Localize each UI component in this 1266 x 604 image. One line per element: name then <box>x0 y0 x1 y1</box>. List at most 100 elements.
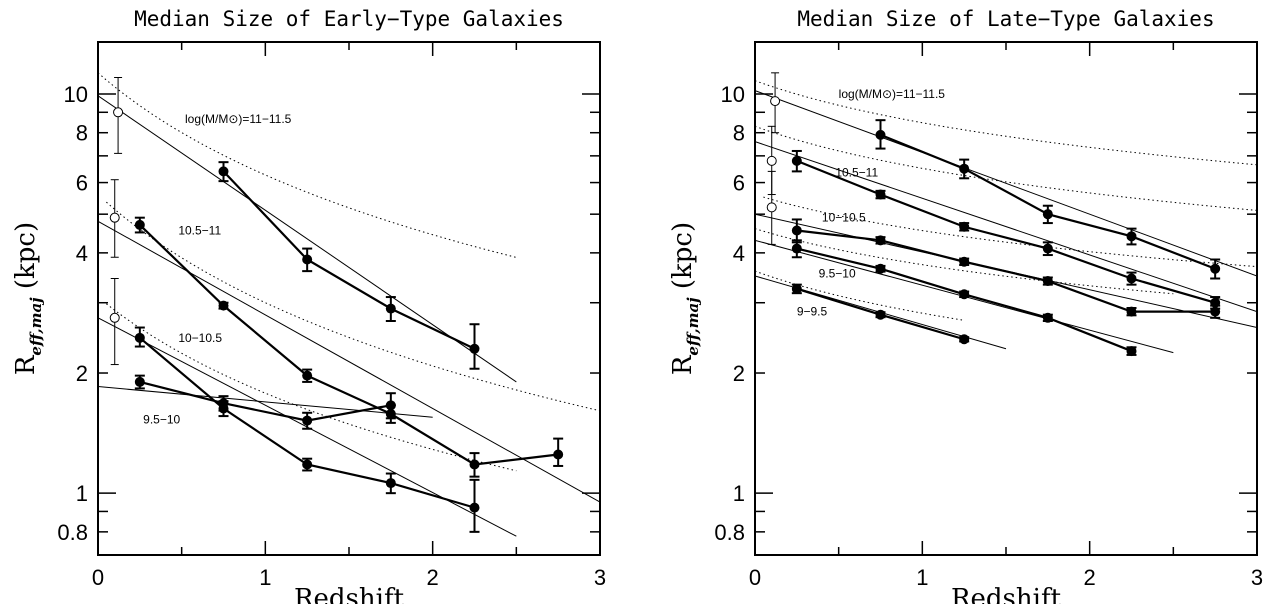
data-line <box>796 229 1216 313</box>
series-4 <box>755 228 1174 357</box>
data-point <box>875 263 886 274</box>
y-tick-label: 1 <box>76 481 88 506</box>
fit-curve-dotted <box>755 228 1174 295</box>
data-point <box>302 254 313 265</box>
x-axis-label: Redshift <box>951 584 1062 604</box>
y-axis-label: Reff,maj (kpc) <box>11 222 45 375</box>
open-data-point <box>109 212 120 223</box>
open-data-point <box>113 107 124 118</box>
x-tick-label: 0 <box>749 565 761 590</box>
plot-area <box>98 72 600 537</box>
series-annotation: 10−10.5 <box>822 211 866 225</box>
series-annotation: 9.5−10 <box>143 412 180 426</box>
data-point <box>1126 273 1137 284</box>
fit-curve-dotted <box>106 201 600 412</box>
data-point <box>875 129 886 140</box>
chart-title: Median Size of Late−Type Galaxies <box>797 7 1214 31</box>
series-annotation: log(M/M⊙)=11−11.5 <box>839 87 946 101</box>
data-line <box>139 224 559 466</box>
series-4 <box>98 374 433 430</box>
y-tick-label: 8 <box>733 121 745 146</box>
series-annotation: 10−10.5 <box>178 331 222 345</box>
data-point <box>1126 346 1137 357</box>
x-tick-label: 1 <box>259 565 271 590</box>
fit-line <box>755 141 1257 313</box>
y-tick-label: 8 <box>76 121 88 146</box>
data-point <box>875 235 886 246</box>
data-point <box>385 478 396 489</box>
data-point <box>875 309 886 320</box>
data-point <box>1210 306 1221 317</box>
data-point <box>1042 209 1053 220</box>
data-point <box>875 189 886 200</box>
fit-curve-dotted <box>755 125 1257 211</box>
x-tick-label: 2 <box>1084 565 1096 590</box>
fit-line <box>98 220 600 503</box>
data-point <box>1042 243 1053 254</box>
series-5 <box>755 270 1007 350</box>
data-point <box>302 415 313 426</box>
y-tick-label: 2 <box>76 361 88 386</box>
data-point <box>959 256 970 267</box>
plot-area <box>755 72 1257 357</box>
x-tick-label: 1 <box>916 565 928 590</box>
y-tick-label: 6 <box>733 171 745 196</box>
series-annotation: 9.5−10 <box>819 267 856 281</box>
data-point <box>469 459 480 470</box>
x-axis-label: Redshift <box>294 584 405 604</box>
data-point <box>134 332 145 343</box>
data-point <box>385 303 396 314</box>
x-tick-label: 2 <box>427 565 439 590</box>
data-point <box>791 225 802 236</box>
chart-title: Median Size of Early−Type Galaxies <box>134 7 564 31</box>
x-tick-label: 3 <box>1251 565 1263 590</box>
data-point <box>385 400 396 411</box>
y-axis-label-symbol: R <box>11 354 41 375</box>
x-tick-label: 3 <box>594 565 606 590</box>
data-point <box>791 283 802 294</box>
series-3 <box>755 170 1257 329</box>
fit-curve-dotted <box>98 72 517 258</box>
data-point <box>791 243 802 254</box>
y-tick-label: 4 <box>76 241 88 266</box>
y-axis-label-symbol: R <box>668 354 698 375</box>
y-axis-label-subscript: eff,maj <box>684 297 702 356</box>
data-point <box>1126 231 1137 242</box>
data-point <box>469 343 480 354</box>
open-data-point <box>109 312 120 323</box>
data-point <box>959 221 970 232</box>
open-data-point <box>766 202 777 213</box>
chart-panel-1: Median Size of Early−Type Galaxies 0 1 2 3 0.… <box>11 7 606 604</box>
data-point <box>218 398 229 409</box>
data-point <box>1210 263 1221 274</box>
data-point <box>1126 306 1137 317</box>
series-1 <box>98 72 517 383</box>
data-point <box>302 370 313 381</box>
y-axis-label-unit: (kpc) <box>668 222 698 298</box>
y-tick-label: 0.8 <box>714 520 745 545</box>
data-line <box>139 380 392 422</box>
y-tick-label: 6 <box>76 171 88 196</box>
series-1 <box>755 72 1257 280</box>
data-point <box>134 219 145 230</box>
data-point <box>469 502 480 513</box>
data-point <box>959 289 970 300</box>
data-point <box>218 166 229 177</box>
y-tick-label: 2 <box>733 361 745 386</box>
open-data-point <box>766 155 777 166</box>
series-2 <box>98 179 600 503</box>
series-2 <box>755 125 1257 313</box>
fit-curve-dotted <box>755 270 965 321</box>
data-point <box>302 459 313 470</box>
data-point <box>134 376 145 387</box>
y-tick-label: 4 <box>733 241 745 266</box>
fit-curve-dotted <box>106 303 517 472</box>
series-3 <box>98 278 517 537</box>
fit-line <box>755 90 1257 277</box>
y-tick-label: 1 <box>733 481 745 506</box>
series-annotation: 9−9.5 <box>797 305 828 319</box>
data-point <box>959 334 970 345</box>
fit-curve-dotted <box>755 80 1257 166</box>
y-tick-label: 10 <box>64 82 88 107</box>
data-line <box>222 170 475 350</box>
